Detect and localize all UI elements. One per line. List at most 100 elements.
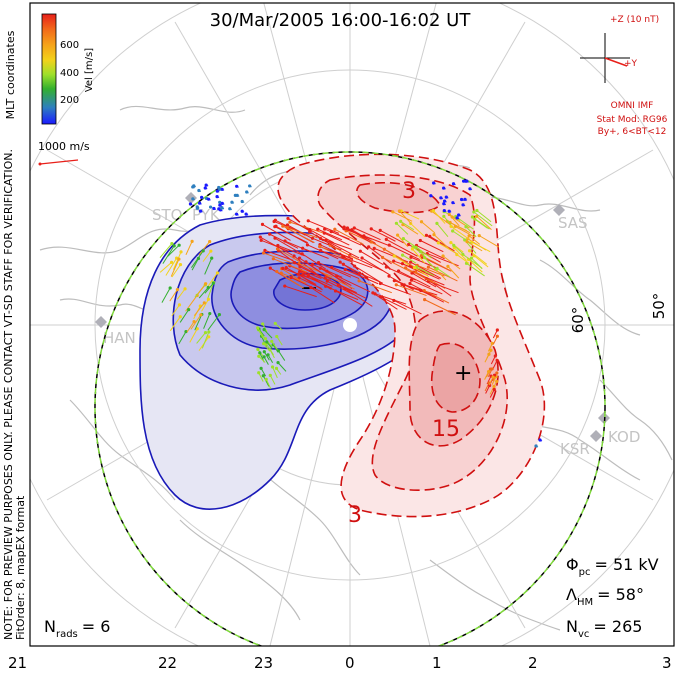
velocity-vector	[474, 218, 488, 229]
velocity-vector-origin	[435, 266, 439, 270]
velocity-vector-origin	[338, 260, 342, 264]
svg-text:Nrads= 6: Nrads = 6	[44, 617, 110, 640]
velocity-vector-origin	[177, 257, 181, 261]
velocity-vector-origin	[442, 208, 446, 213]
velocity-vector	[284, 240, 312, 253]
velocity-vector-origin	[197, 188, 201, 193]
velocity-vector-origin	[424, 233, 429, 237]
velocity-vector-origin	[397, 209, 402, 213]
velocity-vector-origin	[283, 284, 287, 288]
velocity-vector	[398, 270, 431, 288]
velocity-vector-origin	[183, 287, 187, 291]
velocity-vector-origin	[178, 263, 183, 267]
heppner-maynard-boundary	[94, 151, 606, 646]
velocity-vector	[170, 258, 180, 277]
velocity-vector-origin	[419, 254, 423, 258]
velocity-vector	[265, 379, 272, 390]
velocity-vector-origin	[358, 249, 362, 253]
velocity-vector	[320, 250, 354, 263]
velocity-vector-origin	[188, 202, 193, 206]
velocity-vector-origin	[275, 247, 280, 251]
velocity-vector-origin	[358, 271, 362, 275]
velocity-vector	[468, 259, 483, 273]
velocity-vector	[272, 366, 278, 379]
mlt-label-2: 2	[528, 654, 538, 672]
velocity-vector	[424, 257, 438, 272]
velocity-vector	[201, 299, 209, 312]
velocity-vector-origin	[289, 275, 293, 280]
velocity-vector-origin	[455, 216, 459, 220]
velocity-vector-origin	[218, 203, 222, 207]
station-label-ksr: KSR	[560, 440, 590, 458]
velocity-vector-origin	[234, 212, 239, 216]
velocity-vector-origin	[360, 256, 364, 260]
velocity-vector	[382, 257, 414, 274]
velocity-vector-origin	[465, 240, 469, 244]
velocity-vector	[169, 316, 181, 332]
velocity-vector-origin	[538, 438, 542, 442]
velocity-vector-origin	[495, 328, 499, 332]
velocity-vector-origin	[468, 187, 472, 191]
velocity-vector-origin	[318, 266, 322, 270]
velocity-vector	[473, 211, 493, 227]
velocity-vector	[165, 257, 178, 276]
velocity-vector	[411, 272, 437, 288]
velocity-vector-origin	[378, 281, 383, 286]
mlt-label-1: 1	[432, 654, 442, 672]
velocity-vector-origin	[387, 243, 391, 247]
velocity-vector	[207, 314, 220, 331]
velocity-vector	[273, 258, 307, 273]
velocity-vector	[309, 231, 336, 248]
velocity-vector-origin	[463, 238, 467, 242]
velocity-vector-origin	[218, 200, 222, 204]
velocity-vector-origin	[470, 215, 475, 219]
velocity-vector-origin	[418, 238, 422, 243]
magnetic-pole-marker	[343, 318, 357, 332]
velocity-vector-origin	[281, 224, 285, 228]
velocity-vector	[397, 234, 409, 247]
scale-vector-label: 1000 m/s	[38, 140, 90, 153]
velocity-vector-origin	[436, 241, 440, 245]
velocity-vector	[465, 226, 477, 238]
svg-text:ΛHM= 58°: ΛHM = 58°	[566, 585, 644, 608]
velocity-vector-origin	[467, 234, 471, 238]
velocity-vector-origin	[451, 229, 455, 233]
velocity-vector	[178, 331, 187, 345]
velocity-vector-origin	[325, 279, 329, 283]
velocity-vector-origin	[261, 342, 266, 346]
velocity-vector	[305, 261, 332, 280]
velocity-vector-origin	[473, 217, 477, 221]
velocity-vector-origin	[217, 313, 221, 317]
velocity-vector-origin	[384, 265, 388, 269]
velocity-vector	[159, 243, 173, 259]
velocity-vector	[335, 290, 363, 306]
velocity-vector-origin	[495, 379, 499, 384]
velocity-vector	[392, 211, 413, 222]
velocity-vector-origin	[208, 311, 212, 316]
velocity-vector	[325, 285, 359, 301]
imf-source-label: OMNI IMF	[611, 101, 654, 111]
velocity-vector	[453, 244, 465, 256]
velocity-vector	[338, 284, 367, 299]
velocity-vector-origin	[472, 254, 476, 258]
velocity-vector-origin	[248, 184, 252, 188]
velocity-vector-origin	[330, 265, 334, 269]
velocity-vector-origin	[273, 321, 277, 326]
velocity-vector-origin	[203, 186, 207, 190]
velocity-vector	[206, 272, 218, 288]
velocity-vector-origin	[392, 254, 396, 258]
velocity-vector	[331, 231, 362, 246]
velocity-vector	[343, 226, 375, 244]
velocity-vector-origin	[323, 227, 327, 231]
velocity-vector	[275, 225, 308, 244]
velocity-vector	[424, 299, 456, 316]
velocity-vector	[309, 229, 335, 244]
velocity-vector-origin	[297, 276, 301, 280]
velocity-vector	[360, 250, 384, 266]
velocity-vector-origin	[220, 201, 224, 205]
velocity-vector-origin	[203, 331, 208, 335]
velocity-vector	[185, 241, 193, 256]
velocity-vector	[436, 267, 451, 278]
velocity-vector-origin	[208, 205, 213, 209]
velocity-vector	[325, 239, 360, 259]
